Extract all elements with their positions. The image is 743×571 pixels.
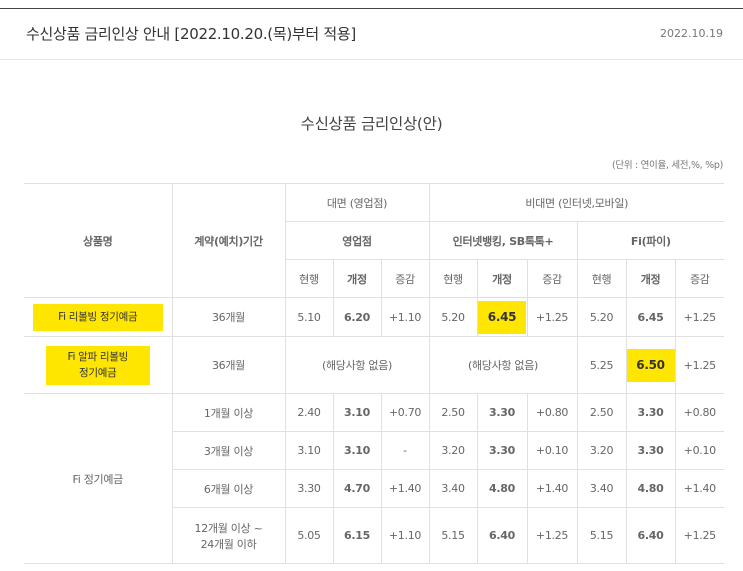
internet-revised: 6.40 — [476, 507, 528, 564]
fi-revised: 3.30 — [625, 431, 676, 470]
fi-revised-cell: 6.50 — [625, 336, 676, 394]
rate-table: 상품명 계약(예치)기간 대면 (영업점) 비대면 (인터넷,모바일) 영업점 … — [24, 183, 725, 564]
period-cell: 6개월 이상 — [172, 469, 286, 508]
period-cell: 3개월 이상 — [172, 431, 286, 470]
header-period: 계약(예치)기간 — [171, 183, 286, 298]
fi-change: +1.25 — [674, 297, 725, 337]
document-title: 수신상품 금리인상(안) — [300, 115, 443, 133]
fi-revised: 6.45 — [625, 297, 676, 337]
branch-revised: 4.70 — [332, 469, 382, 508]
product-name: Fi 리볼빙 정기예금 — [32, 303, 163, 331]
header-fi: Fi(파이) — [576, 221, 725, 260]
fi-change: +0.10 — [674, 431, 725, 470]
branch-change: +1.40 — [380, 469, 430, 508]
branch-revised: 3.10 — [332, 393, 382, 432]
internet-change: +1.25 — [526, 507, 578, 564]
period-cell: 1개월 이상 — [171, 393, 286, 432]
header-change: 증감 — [526, 259, 578, 298]
branch-revised: 3.10 — [332, 431, 382, 470]
fi-change: +1.40 — [674, 469, 725, 508]
branch-current: 3.30 — [284, 469, 334, 508]
branch-na: (해당사항 없음) — [284, 336, 430, 394]
table-row: 3개월 이상 3.10 3.10 - 3.20 3.30 +0.10 3.20 … — [24, 431, 725, 470]
unit-note: (단위 : 연이율, 세전,%, %p) — [611, 160, 723, 171]
fi-current: 5.25 — [576, 336, 627, 394]
fi-change: +0.80 — [674, 393, 725, 432]
branch-current: 2.40 — [284, 393, 334, 432]
internet-change: +0.10 — [526, 431, 578, 470]
internet-revised: 4.80 — [476, 469, 528, 508]
product-cell: Fi 알파 리볼빙 정기예금 — [24, 336, 173, 394]
period-cell: 36개월 — [171, 336, 286, 394]
internet-current: 2.50 — [428, 393, 478, 432]
product-cell: Fi 리볼빙 정기예금 — [24, 297, 173, 337]
fi-revised: 4.80 — [625, 469, 676, 508]
internet-na: (해당사항 없음) — [428, 336, 578, 394]
table-row: Fi 정기예금 1개월 이상 2.40 3.10 +0.70 2.50 3.30… — [24, 393, 725, 564]
header-revised: 개정 — [332, 259, 382, 298]
internet-revised-cell: 6.45 — [476, 297, 528, 337]
period-cell: 36개월 — [171, 297, 286, 337]
header-internet: 인터넷뱅킹, SB톡톡+ — [428, 221, 578, 260]
header-current: 현행 — [428, 259, 478, 298]
header-change: 증감 — [674, 259, 725, 298]
period-cell: 12개월 이상 ~24개월 이하 — [172, 507, 286, 564]
fi-revised: 6.40 — [625, 507, 676, 564]
internet-current: 5.15 — [428, 507, 478, 564]
fi-revised: 3.30 — [625, 393, 676, 432]
internet-change: +0.80 — [526, 393, 578, 432]
internet-current: 3.40 — [428, 469, 478, 508]
header-current: 현행 — [576, 259, 627, 298]
internet-current: 3.20 — [428, 431, 478, 470]
header-branch: 영업점 — [285, 221, 430, 260]
table-row: 12개월 이상 ~24개월 이하 5.05 6.15 +1.10 5.15 6.… — [24, 507, 725, 564]
branch-change: +1.10 — [380, 507, 430, 564]
branch-change: - — [380, 431, 430, 470]
fi-current: 3.40 — [576, 469, 627, 508]
fi-current: 5.20 — [576, 297, 627, 337]
post-date: 2022.10.19 — [660, 27, 723, 40]
fi-current: 5.15 — [576, 507, 627, 564]
product-cell: Fi 정기예금 — [24, 393, 173, 564]
post-header: 수신상품 금리인상 안내 [2022.10.20.(목)부터 적용] 2022.… — [0, 9, 743, 60]
top-border — [0, 8, 743, 9]
header-nonface: 비대면 (인터넷,모바일) — [428, 183, 725, 222]
branch-change: +0.70 — [380, 393, 430, 432]
branch-change: +1.10 — [380, 297, 430, 337]
branch-revised: 6.20 — [332, 297, 382, 337]
header-face: 대면 (영업점) — [284, 183, 430, 222]
header-revised: 개정 — [476, 259, 528, 298]
header-change: 증감 — [380, 259, 430, 298]
branch-current: 3.10 — [284, 431, 334, 470]
table-row: Fi 리볼빙 정기예금 36개월 5.10 6.20 +1.10 5.20 6.… — [24, 297, 725, 337]
branch-current: 5.05 — [284, 507, 334, 564]
header-product: 상품명 — [24, 183, 173, 298]
fi-current: 3.20 — [576, 431, 627, 470]
internet-revised: 3.30 — [476, 393, 528, 432]
fi-current: 2.50 — [576, 393, 627, 432]
product-name: Fi 알파 리볼빙 정기예금 — [45, 345, 150, 385]
internet-revised: 6.45 — [478, 300, 527, 334]
fi-change: +1.25 — [674, 336, 725, 394]
internet-change: +1.25 — [526, 297, 578, 337]
branch-revised: 6.15 — [332, 507, 382, 564]
internet-current: 5.20 — [428, 297, 478, 337]
header-current: 현행 — [285, 259, 334, 298]
post-title[interactable]: 수신상품 금리인상 안내 [2022.10.20.(목)부터 적용] — [26, 25, 356, 43]
table-row: Fi 알파 리볼빙 정기예금 36개월 (해당사항 없음) (해당사항 없음) 5… — [24, 336, 725, 394]
branch-current: 5.10 — [284, 297, 334, 337]
fi-revised: 6.50 — [626, 348, 675, 382]
internet-revised: 3.30 — [476, 431, 528, 470]
fi-change: +1.25 — [674, 507, 725, 564]
header-revised: 개정 — [625, 259, 676, 298]
internet-change: +1.40 — [526, 469, 578, 508]
